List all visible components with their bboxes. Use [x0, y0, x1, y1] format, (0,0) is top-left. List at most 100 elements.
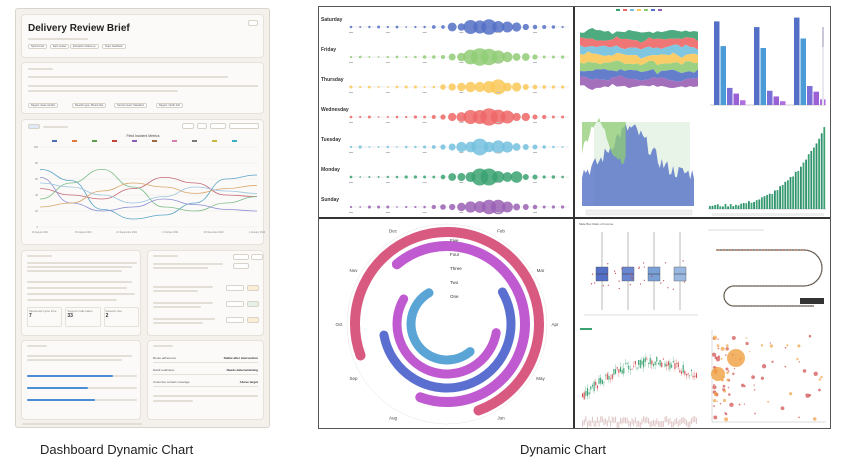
- bubble: [358, 145, 362, 149]
- outlier: [614, 270, 616, 272]
- growth-bar: [776, 190, 779, 209]
- bubble: [456, 112, 467, 122]
- bubble: [464, 201, 477, 213]
- bubble: [483, 141, 495, 153]
- candle-body: [618, 369, 620, 373]
- x-tick-label: 16 November 2021: [203, 231, 224, 234]
- growth-bar: [729, 204, 732, 209]
- polar-outline: [346, 223, 548, 425]
- summary-tag-3[interactable]: Service level: Standard: [114, 103, 147, 108]
- summary-tag-4[interactable]: Region: North hub: [156, 103, 184, 108]
- filter-pill-1[interactable]: Sprint-level: [28, 44, 47, 49]
- summary-tag-1[interactable]: Region: East corridor: [28, 103, 59, 108]
- candle-body: [687, 373, 689, 375]
- legend-swatch: [651, 9, 655, 11]
- filter-pill-2[interactable]: Epic review: [50, 44, 70, 49]
- filter-pill-3[interactable]: Exception follow-up: [70, 44, 99, 49]
- volume-bar: [626, 417, 628, 424]
- tick-mark: [385, 182, 390, 183]
- x-tick-label: 10 August 2021: [32, 231, 49, 234]
- detail-toggle[interactable]: [251, 254, 263, 260]
- growth-bar: [802, 162, 805, 209]
- candle-body: [654, 361, 656, 366]
- legend-swatch: [172, 140, 177, 142]
- radial-bar-3: [379, 287, 516, 393]
- summary-toggle[interactable]: [233, 254, 249, 260]
- scatter-point: [802, 369, 807, 373]
- bubble: [551, 55, 555, 59]
- refresh-button[interactable]: [233, 263, 249, 269]
- scatter-point: [725, 367, 729, 371]
- scatter-point: [786, 344, 789, 347]
- growth-bar: [792, 176, 794, 209]
- filter-pill-4[interactable]: Team feedback: [102, 44, 126, 49]
- tick-mark: [349, 182, 353, 183]
- outlier: [631, 278, 633, 280]
- series-line-5: [39, 182, 258, 208]
- scatter-point: [728, 379, 731, 382]
- outlier: [683, 281, 685, 283]
- volume-bar: [623, 416, 625, 423]
- dynamic-chart-collage: Saturday Friday Thursday Wednesday Tuesday Mo…: [318, 6, 831, 429]
- candle-body: [641, 360, 643, 365]
- bubble: [386, 175, 389, 179]
- tick-mark: [496, 182, 501, 183]
- tick-mark: [385, 62, 390, 63]
- station-marker: [782, 249, 784, 251]
- chart-control-3[interactable]: [210, 123, 226, 129]
- chart-tab-active[interactable]: [28, 124, 40, 129]
- station-marker: [730, 249, 732, 251]
- bubble: [349, 115, 353, 119]
- bubble: [501, 201, 513, 213]
- volume-bar: [616, 421, 618, 428]
- bubble: [413, 85, 417, 89]
- bubble: [532, 204, 538, 210]
- scatter-point: [719, 402, 722, 405]
- header-action-button[interactable]: [248, 20, 258, 26]
- y-tick-label: 0: [37, 225, 39, 229]
- tick-mark: [459, 122, 464, 123]
- chart-control-2[interactable]: [197, 123, 207, 129]
- stream-layer: [580, 69, 698, 82]
- bubble: [501, 141, 513, 153]
- scatter-point: [753, 389, 756, 391]
- candle-body: [664, 363, 666, 367]
- growth-bar: [789, 176, 792, 209]
- growth-bar: [813, 147, 815, 209]
- volume-bar: [621, 418, 623, 425]
- tick-mark: [496, 92, 501, 93]
- summary-tag-2[interactable]: Rework type: Mixed ship: [72, 103, 107, 108]
- chart-control-4[interactable]: [229, 123, 259, 129]
- volume-bar: [657, 420, 659, 427]
- volume-bar: [644, 417, 646, 424]
- candle-body: [651, 360, 653, 365]
- outlier: [638, 267, 640, 269]
- outlier: [682, 260, 684, 262]
- volume-bar: [646, 416, 648, 423]
- bubble: [349, 175, 353, 179]
- bubble: [551, 85, 556, 89]
- scatter-point: [754, 412, 756, 415]
- boxplot-title: Male Box Ratio of Income: [579, 222, 614, 226]
- legend-swatch: [637, 9, 641, 11]
- tick-mark: [385, 92, 390, 93]
- bar: [813, 91, 819, 105]
- scatter-point: [728, 393, 731, 396]
- volume-bar: [676, 418, 678, 425]
- chart-control-1[interactable]: [182, 123, 194, 129]
- candle-body: [662, 358, 664, 360]
- volume-bar: [661, 421, 663, 428]
- weekday-label: Sunday: [321, 197, 339, 203]
- bubble: [560, 85, 565, 89]
- polar-radial-bar-chart: Jan 2021FebMarAprMayJunJulAugSepOctNovDe…: [319, 220, 572, 428]
- bubble: [560, 205, 565, 209]
- bubble: [463, 19, 478, 35]
- area-fill: [582, 123, 694, 206]
- bubble: [561, 115, 565, 119]
- bubble: [377, 56, 380, 58]
- tick-mark: [533, 122, 537, 123]
- progress-bar-3: [27, 399, 137, 401]
- outlier: [594, 282, 596, 284]
- volume-bar: [613, 417, 615, 424]
- growth-bar: [745, 203, 748, 209]
